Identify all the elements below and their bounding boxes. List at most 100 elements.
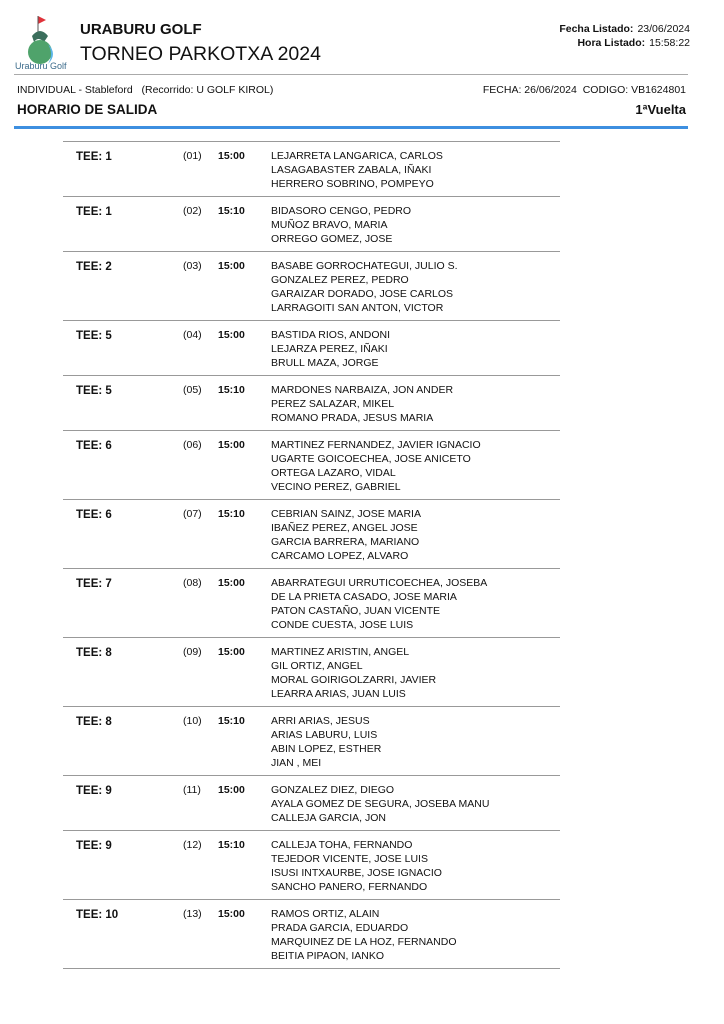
table-row: TEE: 5 (05) 15:10 MARDONES NARBAIZA, JON … <box>63 376 560 431</box>
group-number: (10) <box>183 715 202 727</box>
tee: TEE: 6 <box>76 509 112 521</box>
group-number: (05) <box>183 384 202 396</box>
player-name: MARDONES NARBAIZA, JON ANDER <box>271 384 454 396</box>
player-name: LASAGABASTER ZABALA, IÑAKI <box>271 164 432 176</box>
player-name: BRULL MAZA, JORGE <box>271 357 379 369</box>
start-time: 15:00 <box>218 150 245 162</box>
start-time: 15:10 <box>218 839 245 851</box>
player-name: UGARTE GOICOECHEA, JOSE ANICETO <box>271 453 471 465</box>
tee: TEE: 9 <box>76 785 112 797</box>
hora-listado: 15:58:22 <box>649 37 690 49</box>
section-title: HORARIO DE SALIDA <box>17 102 158 117</box>
start-time: 15:00 <box>218 646 245 658</box>
player-name: CALLEJA TOHA, FERNANDO <box>271 839 413 851</box>
start-time: 15:00 <box>218 908 245 920</box>
player-name: IBAÑEZ PEREZ, ANGEL JOSE <box>271 522 418 534</box>
player-name: GONZALEZ DIEZ, DIEGO <box>271 784 395 796</box>
group-number: (04) <box>183 329 202 341</box>
start-time: 15:10 <box>218 384 245 396</box>
table-row: TEE: 5 (04) 15:00 BASTIDA RIOS, ANDONI LEJ… <box>63 321 560 376</box>
tournament-title: TORNEO PARKOTXA 2024 <box>80 43 321 65</box>
start-time: 15:00 <box>218 439 245 451</box>
player-name: BEITIA PIPAON, IANKO <box>271 950 385 962</box>
player-name: BASTIDA RIOS, ANDONI <box>271 329 391 341</box>
listing-meta: Fecha Listado: 23/06/2024 Hora Listado: 15… <box>559 22 690 50</box>
player-name: ISUSI INTXAURBE, JOSE IGNACIO <box>271 867 442 879</box>
player-name: MARTINEZ ARISTIN, ANGEL <box>271 646 410 658</box>
group-number: (08) <box>183 577 202 589</box>
player-name: ORTEGA LAZARO, VIDAL <box>271 467 396 479</box>
round-label: 1ªVuelta <box>635 102 686 117</box>
tee: TEE: 9 <box>76 840 112 852</box>
player-name: CEBRIAN SAINZ, JOSE MARIA <box>271 508 421 520</box>
player-name: DE LA PRIETA CASADO, JOSE MARIA <box>271 591 457 603</box>
fecha-listado-label: Fecha Listado: <box>559 23 634 35</box>
tee: TEE: 5 <box>76 385 112 397</box>
player-name: CALLEJA GARCIA, JON <box>271 812 386 824</box>
player-name: GONZALEZ PEREZ, PEDRO <box>271 274 409 286</box>
table-row: TEE: 2 (03) 15:00 BASABE GORROCHATEGUI, J… <box>63 252 560 321</box>
group-number: (02) <box>183 205 202 217</box>
table-row: TEE: 8 (10) 15:10 ARRI ARIAS, JESUS ARIAS … <box>63 707 560 776</box>
tee: TEE: 1 <box>76 206 112 218</box>
player-name: MORAL GOIRIGOLZARRI, JAVIER <box>271 674 437 686</box>
fecha-codigo: FECHA: 26/06/2024 CODIGO: VB1624801 <box>482 84 686 96</box>
tee: TEE: 8 <box>76 716 112 728</box>
logo-text: Uraburu Golf <box>15 61 67 71</box>
group-number: (06) <box>183 439 202 451</box>
tee: TEE: 2 <box>76 261 112 273</box>
start-time: 15:10 <box>218 205 245 217</box>
group-number: (03) <box>183 260 202 272</box>
player-name: VECINO PEREZ, GABRIEL <box>271 481 401 493</box>
player-name: LARRAGOITI SAN ANTON, VICTOR <box>271 302 444 314</box>
player-name: JIAN , MEI <box>271 757 322 769</box>
tee: TEE: 5 <box>76 330 112 342</box>
group-number: (09) <box>183 646 202 658</box>
player-name: TEJEDOR VICENTE, JOSE LUIS <box>271 853 428 865</box>
player-name: ARIAS LABURU, LUIS <box>271 729 378 741</box>
player-name: CONDE CUESTA, JOSE LUIS <box>271 619 414 631</box>
player-name: LEJARZA PEREZ, IÑAKI <box>271 343 388 355</box>
start-time: 15:00 <box>218 784 245 796</box>
tee: TEE: 8 <box>76 647 112 659</box>
table-row: TEE: 6 (06) 15:00 MARTINEZ FERNANDEZ, JAV… <box>63 431 560 500</box>
table-row: TEE: 8 (09) 15:00 MARTINEZ ARISTIN, ANGEL… <box>63 638 560 707</box>
player-name: PRADA GARCIA, EDUARDO <box>271 922 409 934</box>
tee: TEE: 10 <box>76 909 119 921</box>
player-name: MARTINEZ FERNANDEZ, JAVIER IGNACIO <box>271 439 481 451</box>
group-number: (11) <box>183 784 201 796</box>
divider <box>14 74 688 75</box>
group-number: (01) <box>183 150 202 162</box>
player-name: ABARRATEGUI URRUTICOECHEA, JOSEBA <box>271 577 488 589</box>
accent-divider <box>14 126 688 129</box>
player-name: GIL ORTIZ, ANGEL <box>271 660 363 672</box>
player-name: MARQUINEZ DE LA HOZ, FERNANDO <box>271 936 457 948</box>
player-name: GARAIZAR DORADO, JOSE CARLOS <box>271 288 454 300</box>
club-name: URABURU GOLF <box>80 21 202 38</box>
table-row: TEE: 1 (02) 15:10 BIDASORO CENGO, PEDRO MU… <box>63 197 560 252</box>
tee: TEE: 1 <box>76 151 112 163</box>
start-time: 15:10 <box>218 508 245 520</box>
start-time: 15:00 <box>218 329 245 341</box>
player-name: LEARRA ARIAS, JUAN LUIS <box>271 688 406 700</box>
player-name: MUÑOZ BRAVO, MARIA <box>271 219 388 231</box>
player-name: ORREGO GOMEZ, JOSE <box>271 233 393 245</box>
table-row: TEE: 7 (08) 15:00 ABARRATEGUI URRUTICOECH… <box>63 569 560 638</box>
start-time: 15:00 <box>218 577 245 589</box>
player-name: AYALA GOMEZ DE SEGURA, JOSEBA MANU <box>271 798 490 810</box>
player-name: CARCAMO LOPEZ, ALVARO <box>271 550 409 562</box>
table-row: TEE: 1 (01) 15:00 LEJARRETA LANGARICA, CA… <box>63 142 560 197</box>
table-row: TEE: 9 (12) 15:10 CALLEJA TOHA, FERNANDO T… <box>63 831 560 900</box>
fecha-listado: 23/06/2024 <box>637 23 690 35</box>
table-row: TEE: 6 (07) 15:10 CEBRIAN SAINZ, JOSE MAR… <box>63 500 560 569</box>
modalidad: INDIVIDUAL - Stableford (Recorrido: U GO… <box>17 84 274 96</box>
tee: TEE: 6 <box>76 440 112 452</box>
player-name: ARRI ARIAS, JESUS <box>271 715 370 727</box>
group-number: (13) <box>183 908 202 920</box>
table-row: TEE: 10 (13) 15:00 RAMOS ORTIZ, ALAIN PRAD… <box>63 900 560 969</box>
player-name: ABIN LOPEZ, ESTHER <box>271 743 382 755</box>
player-name: BASABE GORROCHATEGUI, JULIO S. <box>271 260 458 272</box>
player-name: PATON CASTAÑO, JUAN VICENTE <box>271 605 440 617</box>
player-name: PEREZ SALAZAR, MIKEL <box>271 398 395 410</box>
